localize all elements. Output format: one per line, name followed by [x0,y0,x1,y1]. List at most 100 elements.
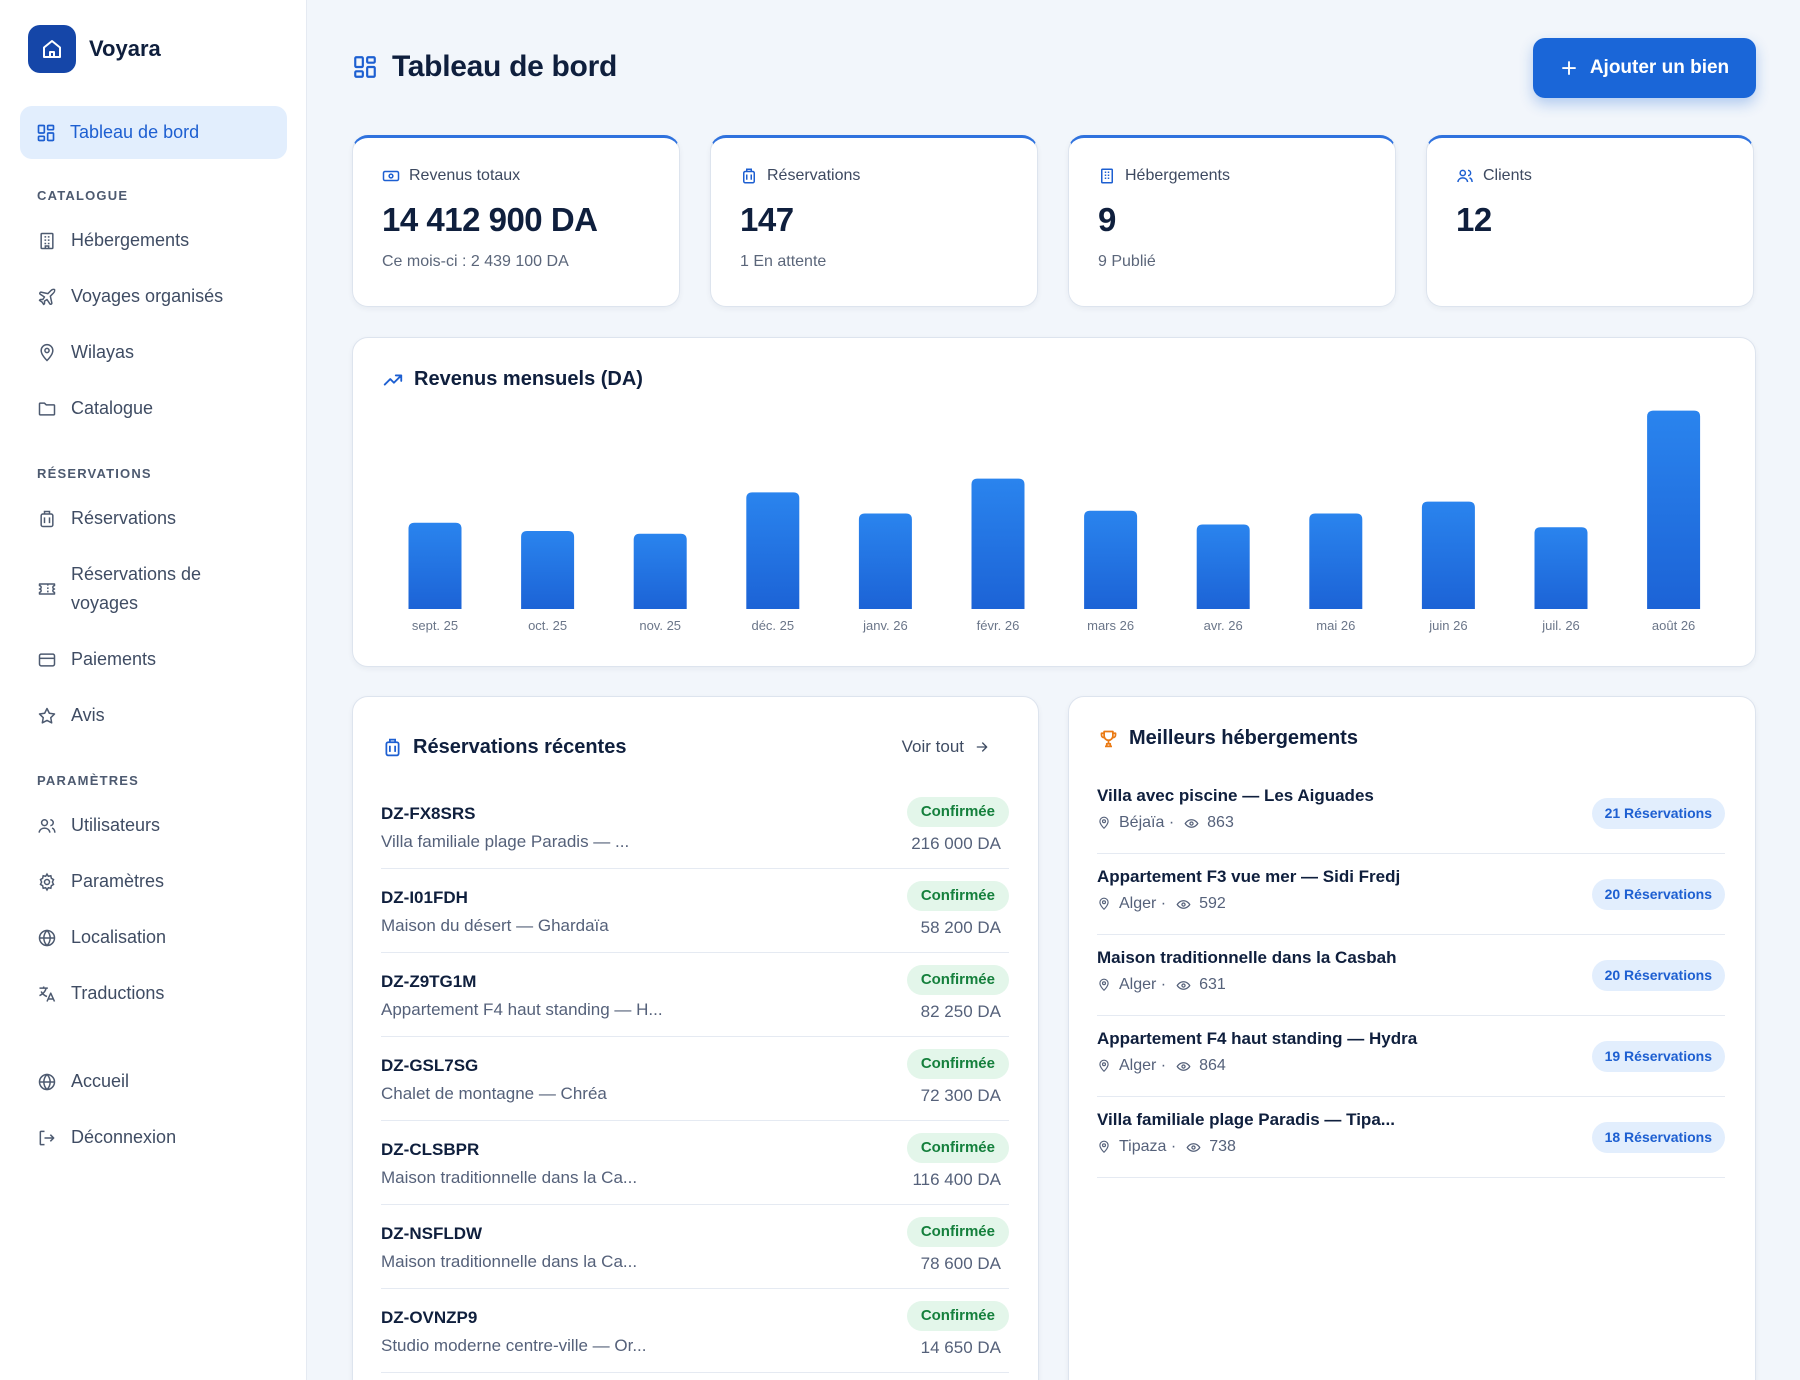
trending-up-icon [383,374,403,385]
sidebar-item-tableau-de-bord[interactable]: Tableau de bord [20,106,287,159]
reservation-property: Maison du désert — Ghardaïa [381,916,609,935]
chart-tick-label: nov. 25 [639,618,681,633]
users-icon [1457,169,1473,183]
sidebar-item-wilayas[interactable]: Wilayas [37,342,134,363]
map-pin-icon [1099,816,1109,830]
sidebar-item-traductions[interactable]: Traductions [37,983,164,1004]
chart-tick-label: févr. 26 [977,618,1020,633]
chart-bar-10[interactable] [1534,527,1588,609]
sidebar-item-reservations-voyages[interactable]: Réservations de voyages [37,560,241,618]
chart-bar-5[interactable] [971,478,1025,609]
status-badge: Confirmée [906,797,1009,827]
reservation-row[interactable]: DZ-I01FDH Maison du désert — Ghardaïa Co… [381,869,1009,953]
chart-tick-label: mars 26 [1087,618,1134,633]
reservation-property: Appartement F4 haut standing — H... [381,1000,663,1019]
property-row[interactable]: Appartement F4 haut standing — Hydra Alg… [1097,1016,1725,1097]
chart-header: Revenus mensuels (DA) [382,368,643,391]
sidebar-item-label: Paiements [71,649,157,669]
star-icon [38,707,56,724]
chart-bar-11[interactable] [1647,410,1701,609]
stat-value: 14 412 900 DA [382,201,598,238]
top-properties-card: Meilleurs hébergements Villa avec piscin… [1068,696,1756,1380]
reservation-code: DZ-Z9TG1M [381,972,477,991]
sidebar-item-label: Catalogue [71,398,154,418]
globe-icon [38,928,56,947]
sidebar-item-utilisateurs[interactable]: Utilisateurs [37,815,160,836]
reservation-row[interactable]: DZ-Z9TG1M Appartement F4 haut standing —… [381,953,1009,1037]
reservations-badge: 20 Réservations [1591,960,1725,991]
logout-icon [39,1130,55,1145]
property-city: Alger · [1119,895,1167,912]
sidebar-item-parametres[interactable]: Paramètres [37,871,164,892]
status-badge: Confirmée [906,881,1009,911]
status-badge: Confirmée [906,1217,1009,1247]
property-row[interactable]: Appartement F3 vue mer — Sidi Fredj Alge… [1097,854,1725,935]
dashboard-icon [354,56,376,78]
stat-card-clients: Clients 12 [1426,135,1754,307]
sidebar-item-voyages-organises[interactable]: Voyages organisés [37,286,223,307]
property-name: Appartement F3 vue mer — Sidi Fredj [1097,867,1401,886]
reservation-row[interactable]: DZ-FX8SRS Villa familiale plage Paradis … [381,785,1009,869]
sidebar-item-label: Avis [71,705,105,725]
add-property-button[interactable]: Ajouter un bien [1533,38,1756,98]
chart-bar-0[interactable] [408,522,462,609]
reservation-row[interactable]: DZ-NSFLDW Maison traditionnelle dans la … [381,1205,1009,1289]
eye-icon [1176,899,1191,909]
sidebar-item-hebergements[interactable]: Hébergements [37,230,189,251]
chart-bar-2[interactable] [633,533,687,609]
chart-tick-label: janv. 26 [862,618,908,633]
stat-value: 147 [740,201,794,238]
chart-bar-7[interactable] [1196,524,1250,609]
chart-bar-6[interactable] [1084,510,1138,609]
sidebar-item-localisation[interactable]: Localisation [37,927,166,948]
stat-subtext: Ce mois-ci : 2 439 100 DA [382,253,569,270]
stat-subtext: 1 En attente [740,253,827,270]
reservation-property: Studio moderne centre-ville — Or... [381,1336,647,1355]
plane-icon [38,288,56,305]
chart-tick-label: avr. 26 [1204,618,1243,633]
property-row[interactable]: Maison traditionnelle dans la Casbah Alg… [1097,935,1725,1016]
sidebar: Voyara Tableau de bord CATALOGUE Héberge… [0,0,307,1380]
property-meta: Tipaza · 738 [1097,1138,1236,1156]
reservation-property: Maison traditionnelle dans la Ca... [381,1252,638,1271]
property-meta: Alger · 631 [1097,976,1226,994]
reservation-row[interactable]: DZ-OVNZP9 Studio moderne centre-ville — … [381,1289,1009,1373]
brand[interactable]: Voyara [28,25,161,73]
globe-icon [38,1072,56,1091]
reservation-property: Maison traditionnelle dans la Ca... [381,1168,638,1187]
reservation-code: DZ-GSL7SG [381,1056,479,1075]
arrow-right-icon [976,742,988,752]
see-all-link[interactable]: Voir tout [902,737,990,757]
chart-tick-label: déc. 25 [751,618,794,633]
revenue-bar-chart: sept. 25 oct. 25 nov. 25 déc. 25 janv. 26 fév… [408,410,1701,633]
property-meta: Alger · 864 [1097,1057,1226,1075]
chart-bar-1[interactable] [521,530,575,609]
sidebar-item-reservations[interactable]: Réservations [37,508,176,529]
chart-tick-label: oct. 25 [528,618,567,633]
chart-bar-3[interactable] [746,492,800,609]
property-row[interactable]: Villa familiale plage Paradis — Tipa... … [1097,1097,1725,1178]
stat-subtext: 9 Publié [1098,253,1156,270]
reservation-row[interactable]: DZ-GSL7SG Chalet de montagne — Chréa Con… [381,1037,1009,1121]
ticket-icon [38,583,56,595]
users-icon [38,818,56,833]
sidebar-item-catalogue[interactable]: Catalogue [37,398,153,419]
chart-bar-4[interactable] [858,513,912,609]
property-meta: Alger · 592 [1097,895,1226,913]
sidebar-item-accueil[interactable]: Accueil [37,1071,129,1092]
reservation-amount: 216 000 DA [911,834,1001,853]
property-city: Tipaza · [1119,1138,1177,1155]
property-name: Maison traditionnelle dans la Casbah [1097,948,1397,967]
sidebar-item-avis[interactable]: Avis [37,705,105,726]
sidebar-item-deconnexion[interactable]: Déconnexion [37,1127,176,1148]
sidebar-item-paiements[interactable]: Paiements [37,649,156,670]
chart-bar-8[interactable] [1309,513,1363,609]
section-reservations: RÉSERVATIONS [37,466,152,481]
property-row[interactable]: Villa avec piscine — Les Aiguades Béjaïa… [1097,773,1725,854]
sidebar-item-label: Réservations de voyages [71,564,202,613]
reservation-row[interactable]: DZ-CLSBPR Maison traditionnelle dans la … [381,1121,1009,1205]
property-views: 863 [1207,814,1234,831]
map-pin-icon [1099,1059,1109,1073]
chart-bar-9[interactable] [1421,501,1475,609]
reservation-amount: 82 250 DA [920,1002,1001,1021]
